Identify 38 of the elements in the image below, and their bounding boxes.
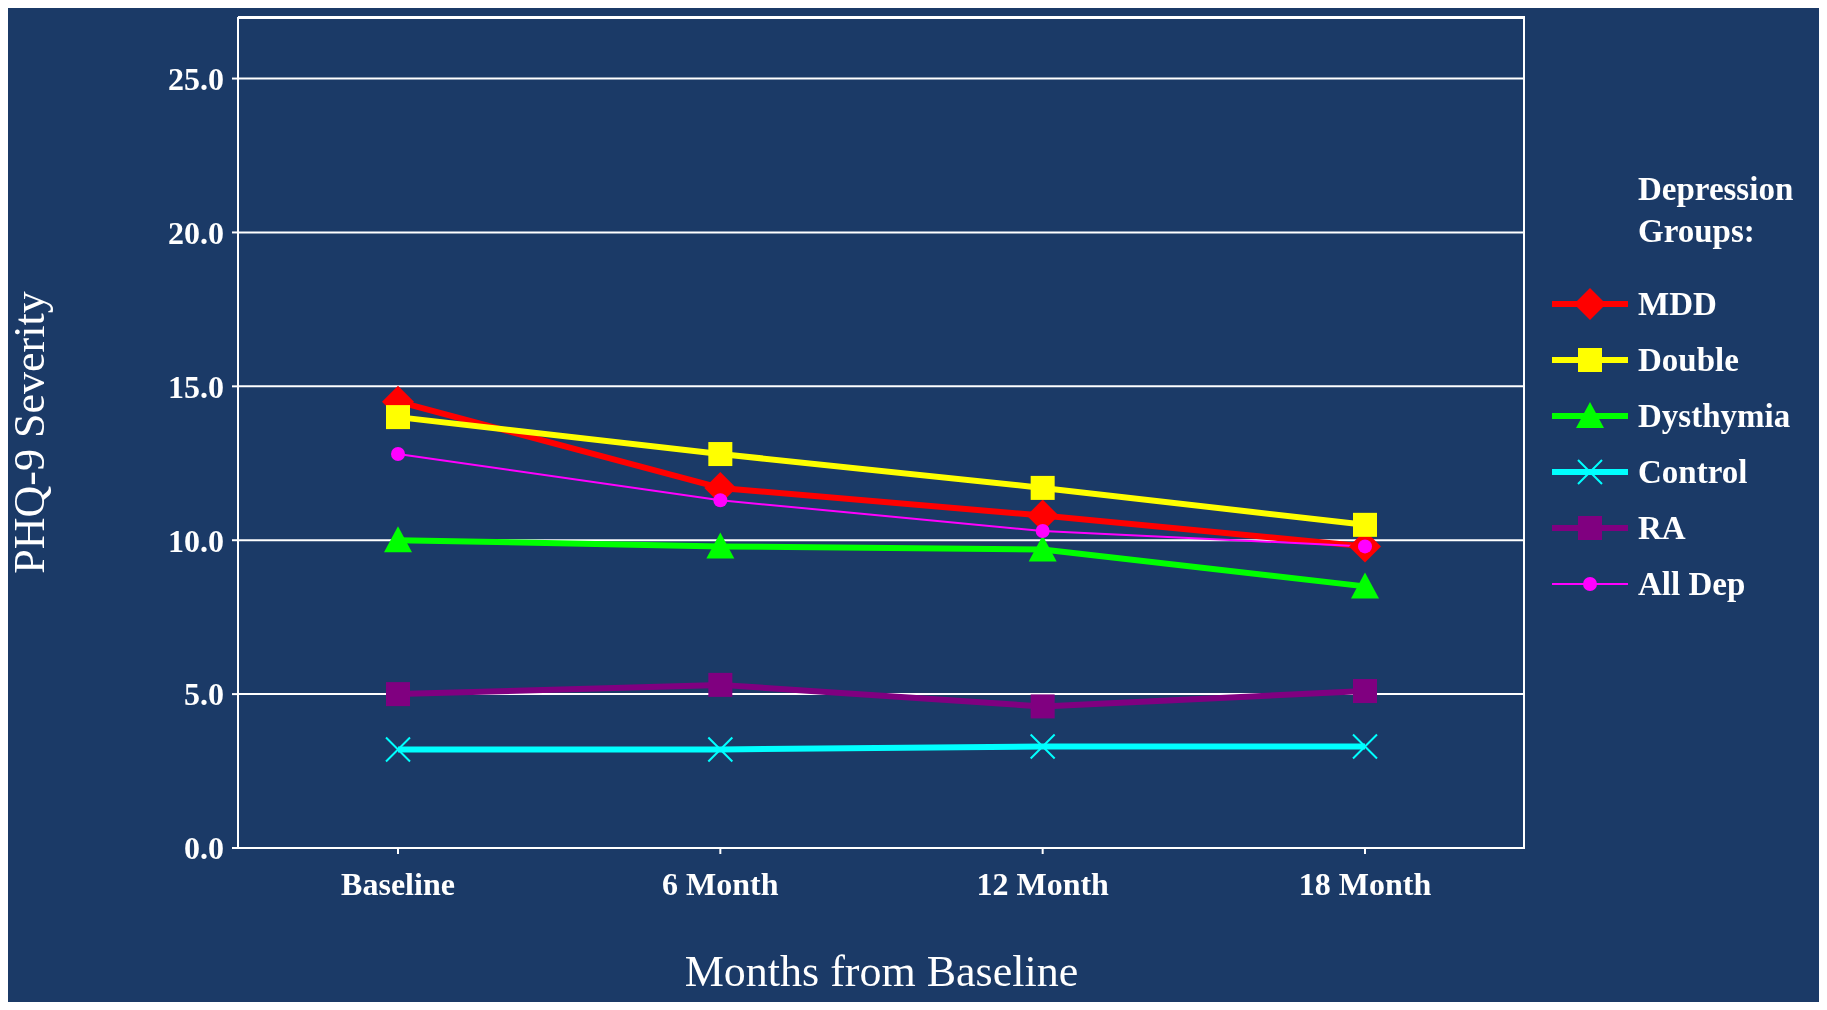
x-tick-label: Baseline [341,865,455,902]
point [385,736,411,763]
legend-label: MDD [1638,285,1717,323]
point [706,532,735,559]
y-axis-title: PHQ-9 Severity [4,291,54,574]
point [386,682,410,707]
point [1351,572,1379,599]
point [1353,512,1377,537]
y-tick-label: 20.0 [168,214,224,251]
point [1030,475,1055,500]
legend-label: RA [1638,509,1686,547]
y-tick-label: 25.0 [168,60,224,97]
point [1353,679,1377,704]
point [391,447,405,462]
point [1030,694,1055,719]
point [1352,733,1378,760]
point [708,672,733,697]
point [708,442,733,467]
point [1028,535,1057,562]
point [1029,733,1056,760]
point [386,405,410,430]
legend-label: Dysthymia [1638,397,1791,435]
y-tick-label: 0.0 [184,830,224,867]
x-tick-label: 18 Month [1298,865,1432,902]
legend-label: All Dep [1638,565,1746,603]
y-tick-label: 15.0 [168,368,224,405]
point [384,526,412,553]
y-tick-label: 5.0 [184,676,224,713]
point [713,493,728,508]
legend-title: Depression Groups: [1638,170,1795,251]
legend-label: Control [1638,453,1748,491]
x-tick-label: 12 Month [976,865,1110,902]
legend-label: Double [1638,341,1739,379]
y-tick-label: 10.0 [168,522,224,559]
point [1035,523,1050,538]
x-axis-title: Months from Baseline [684,947,1079,996]
point [707,736,734,763]
x-tick-label: 6 Month [662,865,779,902]
